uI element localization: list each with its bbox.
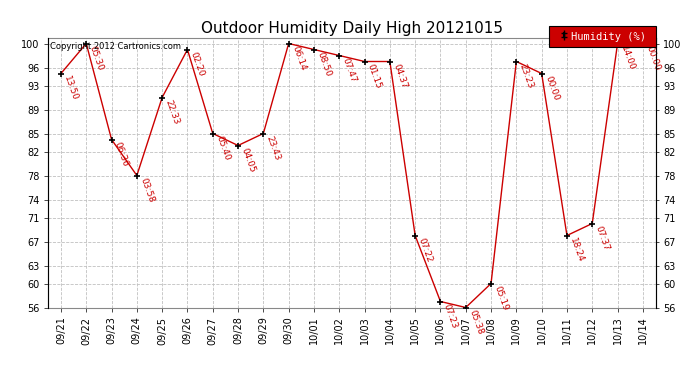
Text: 02:20: 02:20	[189, 51, 206, 78]
Text: 06:36: 06:36	[113, 141, 130, 168]
Text: 06:14: 06:14	[290, 45, 307, 72]
Text: 04:05: 04:05	[239, 147, 257, 174]
Title: Outdoor Humidity Daily High 20121015: Outdoor Humidity Daily High 20121015	[201, 21, 503, 36]
Text: 08:50: 08:50	[315, 51, 333, 78]
Text: 03:58: 03:58	[138, 177, 155, 204]
Text: 05:40: 05:40	[214, 135, 231, 162]
Text: 23:43: 23:43	[265, 135, 282, 162]
Text: 00:00: 00:00	[644, 45, 662, 72]
Text: 05:30: 05:30	[88, 45, 105, 72]
Text: 14:00: 14:00	[619, 45, 636, 72]
Text: Copyright 2012 Cartronics.com: Copyright 2012 Cartronics.com	[50, 42, 181, 51]
Text: 05:19: 05:19	[493, 285, 510, 312]
Text: Humidity (%): Humidity (%)	[571, 32, 647, 42]
Text: 00:00: 00:00	[543, 75, 560, 102]
Text: 23:23: 23:23	[518, 63, 535, 90]
Text: 13:50: 13:50	[62, 75, 79, 102]
Text: 07:47: 07:47	[341, 57, 358, 84]
Text: 07:22: 07:22	[417, 237, 434, 264]
Text: 05:38: 05:38	[467, 309, 484, 336]
Text: 07:23: 07:23	[442, 303, 459, 330]
Text: 22:33: 22:33	[164, 99, 181, 126]
Text: 04:37: 04:37	[391, 63, 408, 90]
Text: 18:24: 18:24	[569, 237, 586, 264]
Text: 01:15: 01:15	[366, 63, 383, 90]
Text: 07:37: 07:37	[593, 225, 611, 252]
